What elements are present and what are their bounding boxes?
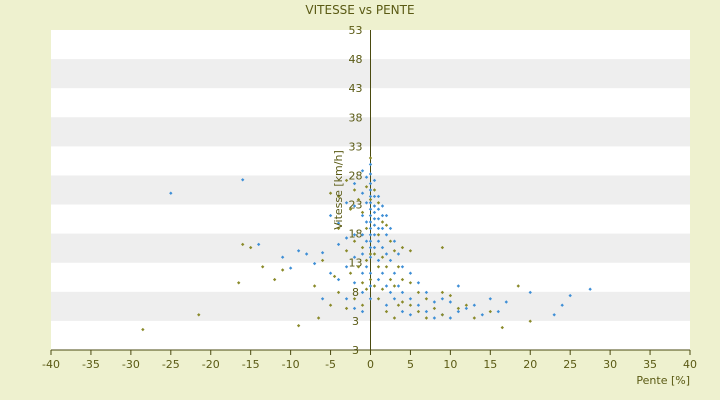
y-tick-label: 13 (349, 257, 363, 270)
data-point (372, 233, 377, 237)
data-point (560, 303, 564, 307)
data-point (336, 194, 341, 199)
data-point (336, 242, 341, 247)
data-point (376, 239, 381, 243)
data-point (241, 242, 245, 247)
data-point (392, 239, 397, 243)
data-point (352, 204, 357, 208)
data-point (372, 178, 377, 183)
data-point (352, 181, 357, 186)
y-tick-label: 28 (349, 169, 363, 182)
data-point (372, 194, 377, 199)
x-tick-label: 30 (603, 358, 617, 371)
x-tick-label: -30 (122, 358, 140, 371)
x-tick-label: 35 (643, 358, 657, 371)
data-point (568, 293, 572, 298)
x-tick-label: -40 (42, 358, 60, 371)
x-tick-label: 20 (523, 358, 537, 371)
data-point (241, 178, 245, 182)
data-point (528, 319, 532, 323)
x-tick-label: -15 (242, 358, 260, 371)
y-tick-label: 3 (352, 315, 359, 328)
y-tick-label: 38 (349, 111, 363, 124)
x-tick-label: -25 (162, 358, 180, 371)
data-point (376, 217, 381, 221)
data-point (169, 191, 173, 195)
data-point (372, 245, 377, 250)
data-point (376, 226, 381, 231)
data-point (141, 327, 145, 332)
data-point (336, 226, 341, 231)
data-point (372, 210, 377, 215)
data-point (352, 239, 357, 243)
data-point (372, 252, 377, 256)
data-point (376, 194, 381, 199)
y-axis-label: Vitesse [km/h] (332, 150, 345, 230)
data-point (396, 252, 401, 256)
x-axis-ticks: -40 -35 -30 -25 -20 -15 -10 -5 0 5 10 15 20 25 30 35 40 (42, 350, 697, 371)
data-point (372, 204, 377, 208)
y-tick-label: 53 (349, 24, 363, 37)
y-tick-label: 33 (349, 140, 363, 153)
data-point (352, 233, 357, 237)
data-point (516, 284, 520, 288)
data-point (392, 249, 397, 253)
y-tick-label: 48 (349, 53, 363, 66)
x-tick-label: -20 (202, 358, 220, 371)
x-tick-label: 0 (367, 358, 374, 371)
x-axis-label: Pente [%] (636, 374, 690, 387)
x-tick-label: -10 (282, 358, 300, 371)
y-tick-label: 23 (349, 199, 363, 212)
x-tick-label: 10 (443, 358, 457, 371)
x-tick-label: 40 (683, 358, 697, 371)
y-tick-label: 43 (349, 82, 363, 95)
data-point (376, 207, 381, 211)
x-tick-label: -5 (325, 358, 336, 371)
data-point (197, 313, 201, 317)
x-tick-label: -35 (82, 358, 100, 371)
data-point (256, 242, 261, 247)
data-point (237, 281, 241, 285)
data-point (376, 233, 381, 237)
data-point (372, 217, 377, 221)
x-tick-label: 15 (483, 358, 497, 371)
x-tick-label: 5 (407, 358, 414, 371)
data-point (356, 197, 361, 202)
x-tick-label: 25 (563, 358, 577, 371)
data-point (588, 287, 592, 291)
chart-title: VITESSE vs PENTE (305, 3, 414, 17)
data-point (336, 221, 341, 225)
data-point (296, 249, 301, 253)
data-point (372, 223, 377, 227)
data-point (376, 201, 381, 205)
data-point (372, 188, 377, 192)
data-point (352, 188, 357, 192)
y-tick-label: 8 (352, 286, 359, 299)
